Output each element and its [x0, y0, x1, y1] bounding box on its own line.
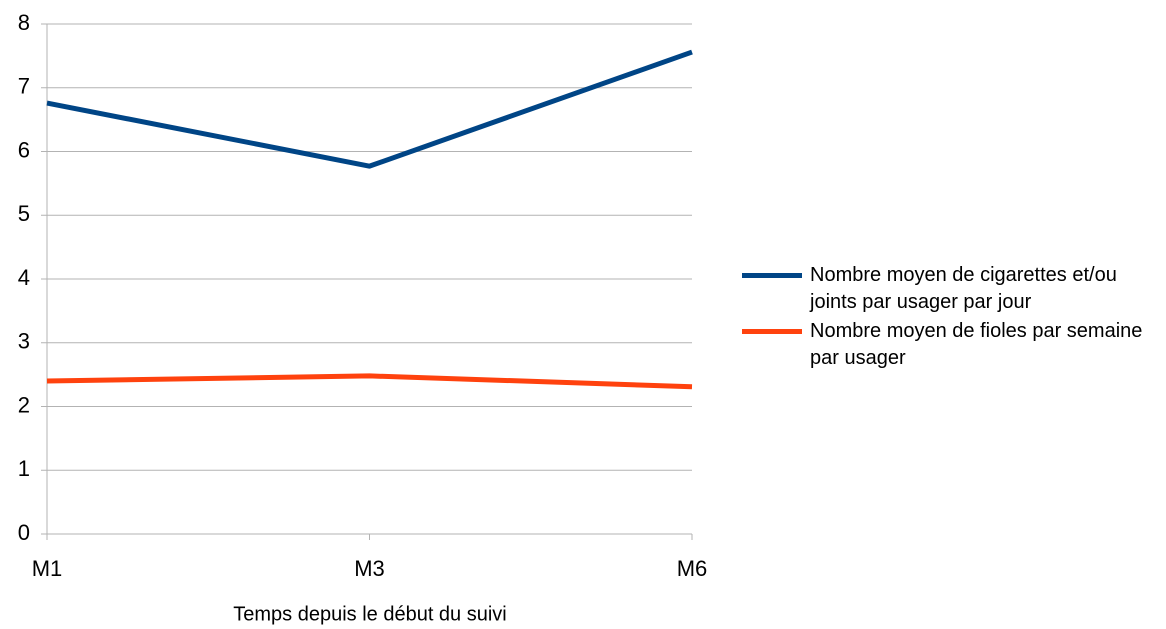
series-line: [46, 49, 693, 169]
legend-item: Nombre moyen de cigarettes et/ou joints …: [742, 262, 1166, 316]
x-tick-label: M3: [354, 556, 385, 581]
y-tick-label: 7: [18, 74, 30, 99]
x-tick-label: M6: [677, 556, 708, 581]
y-tick-label: 8: [18, 10, 30, 35]
y-tick-label: 0: [18, 520, 30, 545]
y-tick-label: 5: [18, 201, 30, 226]
y-tick-label: 2: [18, 392, 30, 417]
y-tick-label: 4: [18, 265, 30, 290]
x-tick-label: M1: [32, 556, 63, 581]
legend-label: Nombre moyen de fioles par semaine par u…: [810, 320, 1143, 369]
legend-swatch: [742, 329, 802, 334]
legend-swatch: [742, 273, 802, 278]
y-tick-label: 1: [18, 456, 30, 481]
series-line: [46, 373, 693, 390]
legend-label: Nombre moyen de cigarettes et/ou joints …: [810, 264, 1117, 313]
x-axis-label: Temps depuis le début du suivi: [233, 603, 507, 625]
y-tick-label: 3: [18, 329, 30, 354]
legend: Nombre moyen de cigarettes et/ou joints …: [742, 262, 1166, 374]
y-tick-label: 6: [18, 137, 30, 162]
legend-item: Nombre moyen de fioles par semaine par u…: [742, 318, 1166, 372]
